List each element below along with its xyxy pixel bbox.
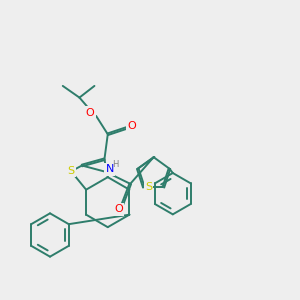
Text: O: O — [128, 121, 136, 131]
Text: S: S — [68, 166, 75, 176]
Text: O: O — [86, 108, 94, 118]
Text: S: S — [145, 182, 152, 192]
Text: H: H — [112, 160, 119, 169]
Text: O: O — [114, 205, 123, 214]
Text: N: N — [105, 164, 114, 175]
